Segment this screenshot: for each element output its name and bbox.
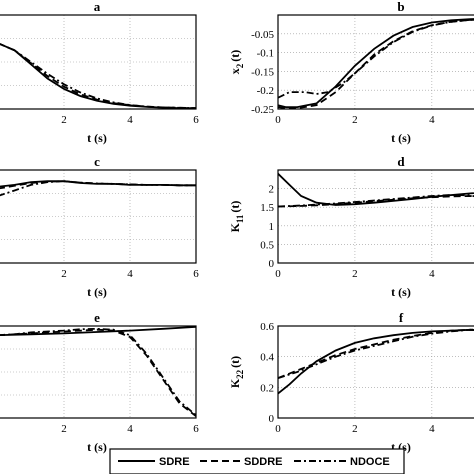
x-axis-label: t (s) (87, 285, 107, 299)
x-axis-label: t (s) (391, 285, 411, 299)
x-tick-label: 6 (193, 268, 199, 280)
y-tick-label: 1 (269, 221, 275, 233)
series-sddre (0, 43, 197, 109)
y-tick-label: -0.05 (251, 29, 274, 41)
y-tick-label: -0.25 (251, 104, 274, 116)
series-sddre (278, 195, 474, 208)
y-tick-label: 0.4 (260, 352, 274, 364)
x-tick-label: 4 (127, 268, 133, 280)
panel-a: 2 4 6 a t (s) (0, 0, 199, 145)
plot-frame (0, 325, 197, 419)
series-sdre (278, 18, 474, 108)
series-sdre (278, 173, 474, 206)
x-tick-label: 4 (429, 268, 435, 280)
y-tick-label: 0.2 (260, 382, 274, 394)
series-ndoce (0, 43, 197, 109)
x-tick-label: 4 (127, 114, 133, 126)
panel-f: 0 2 400.20.40.6ft (s)K22(t) (228, 310, 474, 454)
x-tick-label: 4 (127, 423, 133, 435)
y-tick-label: 2 (269, 184, 275, 196)
plot-frame (277, 169, 474, 264)
series-ndoce (278, 18, 474, 99)
panels: 2 4 6 a t (s) 0 2 4 -0.25 -0.2 -0.15 -0.1 -0.05 b t (s… (0, 0, 474, 454)
y-axis-label: K11(t) (228, 201, 245, 233)
x-tick-label: 4 (429, 114, 435, 126)
y-tick-label: -0.2 (257, 85, 274, 97)
series-sddre (278, 18, 474, 109)
plot-frame (0, 169, 197, 264)
panel-c: 2 4 6 c t (s) (0, 154, 199, 299)
x-tick-label: 6 (193, 423, 199, 435)
panel-title: b (397, 0, 404, 14)
panel-title: d (397, 154, 405, 169)
panel-b: 0 2 4 -0.25 -0.2 -0.15 -0.1 -0.05 b t (s) x2(t) (228, 0, 474, 145)
x-tick-label: 0 (275, 268, 281, 280)
x-tick-label: 2 (61, 423, 67, 435)
x-tick-label: 0 (275, 114, 281, 126)
panel-title: f (399, 310, 404, 325)
y-tick-label: -0.15 (251, 66, 274, 78)
plot-frame (0, 14, 197, 110)
x-tick-label: 6 (193, 114, 199, 126)
legend-frame (109, 448, 405, 474)
y-tick-label: 0.5 (260, 239, 274, 251)
x-tick-label: 2 (61, 114, 67, 126)
series-sdre (0, 43, 197, 109)
series-ndoce (0, 180, 196, 197)
y-tick-label: -0.1 (257, 48, 274, 60)
panel-title: a (94, 0, 101, 14)
plot-frame (277, 14, 474, 110)
series-sddre (278, 328, 474, 379)
series-ndoce (278, 328, 474, 379)
x-axis-label: t (s) (87, 440, 107, 454)
legend: SDRE SDDRE NDOCE (109, 448, 405, 474)
series-sddre (0, 328, 197, 417)
x-tick-label: 2 (352, 423, 358, 435)
legend-label-sddre: SDDRE (244, 456, 283, 468)
series-sdre (0, 326, 197, 337)
plot-frame (277, 325, 474, 419)
panel-title: e (94, 310, 100, 325)
x-tick-label: 2 (61, 268, 67, 280)
series-ndoce (0, 327, 197, 416)
legend-label-sdre: SDRE (159, 456, 190, 468)
y-tick-label: 0 (269, 258, 275, 270)
x-axis-label: t (s) (87, 131, 107, 145)
series-ndoce (278, 193, 474, 208)
x-tick-label: 2 (352, 268, 358, 280)
legend-label-ndoce: NDOCE (350, 456, 390, 468)
y-axis-label: x2(t) (228, 50, 245, 75)
y-tick-label: 0.6 (260, 321, 274, 333)
panel-title: c (94, 154, 100, 169)
x-axis-label: t (s) (391, 131, 411, 145)
panel-e: 2 4 6 e t (s) (0, 310, 199, 454)
y-tick-label: 1.5 (260, 202, 274, 214)
y-tick-label: 0 (269, 413, 275, 425)
x-tick-label: 0 (275, 423, 281, 435)
y-axis-label: K22(t) (228, 356, 245, 388)
panel-d: 0 2 4 0 0.5 1 1.5 2 d t (s) K11(t) (228, 154, 474, 299)
series-sdre (278, 328, 474, 395)
x-tick-label: 4 (429, 423, 435, 435)
x-tick-label: 2 (352, 114, 358, 126)
